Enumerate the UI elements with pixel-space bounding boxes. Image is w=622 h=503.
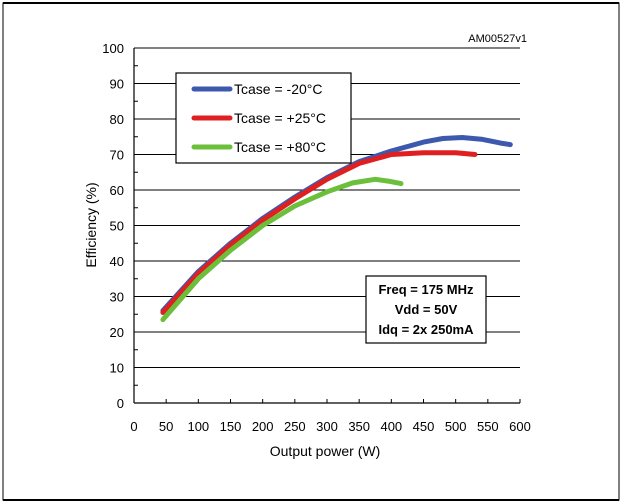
x-axis-title: Output power (W) [270, 443, 380, 459]
condition-frequency: Freq = 175 MHz [378, 282, 474, 297]
y-tick-label-50: 50 [110, 219, 124, 234]
condition-vdd: Vdd = 50V [395, 302, 458, 317]
y-tick-label-10: 10 [110, 361, 124, 376]
x-tick-label-150: 150 [220, 419, 242, 434]
legend: Tcase = -20°C Tcase = +25°C Tcase = +80°C [175, 72, 352, 164]
y-tick-label-80: 80 [110, 112, 124, 127]
conditions-border [365, 275, 487, 344]
x-tick-label-350: 350 [348, 419, 370, 434]
y-tick-label-100: 100 [102, 41, 124, 56]
series-line-2 [160, 150, 478, 315]
legend-label-3: Tcase = +80°C [234, 139, 326, 155]
y-tick-label-0: 0 [117, 396, 124, 411]
y-tick-label-20: 20 [110, 325, 124, 340]
legend-label-2: Tcase = +25°C [234, 110, 326, 126]
y-tick-label-70: 70 [110, 148, 124, 163]
figure-code: AM00527v1 [468, 33, 527, 45]
legend-label-1: Tcase = -20°C [234, 81, 322, 97]
y-tick-labels: 0 10 20 30 40 50 60 70 80 90 100 [102, 41, 124, 411]
x-tick-label-550: 550 [477, 419, 499, 434]
y-tick-label-60: 60 [110, 183, 124, 198]
x-tick-labels: 0 50 100 150 200 250 300 350 400 450 500 550 600 [130, 419, 530, 434]
y-axis-title: Efficiency (%) [83, 182, 99, 267]
x-tick-label-600: 600 [509, 419, 531, 434]
y-tick-label-90: 90 [110, 77, 124, 92]
x-tick-label-250: 250 [284, 419, 306, 434]
x-tick-label-200: 200 [252, 419, 274, 434]
series-lines [160, 135, 513, 323]
x-tick-label-500: 500 [445, 419, 467, 434]
condition-idq: Idq = 2x 250mA [378, 322, 474, 337]
y-tick-label-30: 30 [110, 290, 124, 305]
axes [133, 47, 521, 404]
x-tick-label-100: 100 [187, 419, 209, 434]
y-tick-label-40: 40 [110, 254, 124, 269]
x-tick-label-400: 400 [380, 419, 402, 434]
x-tick-label-450: 450 [413, 419, 435, 434]
series-line-3 [160, 176, 404, 323]
conditions-box: Freq = 175 MHz Vdd = 50V Idq = 2x 250mA [365, 275, 487, 344]
x-tick-label-50: 50 [159, 419, 173, 434]
x-tick-label-0: 0 [130, 419, 137, 434]
x-tick-label-300: 300 [316, 419, 338, 434]
